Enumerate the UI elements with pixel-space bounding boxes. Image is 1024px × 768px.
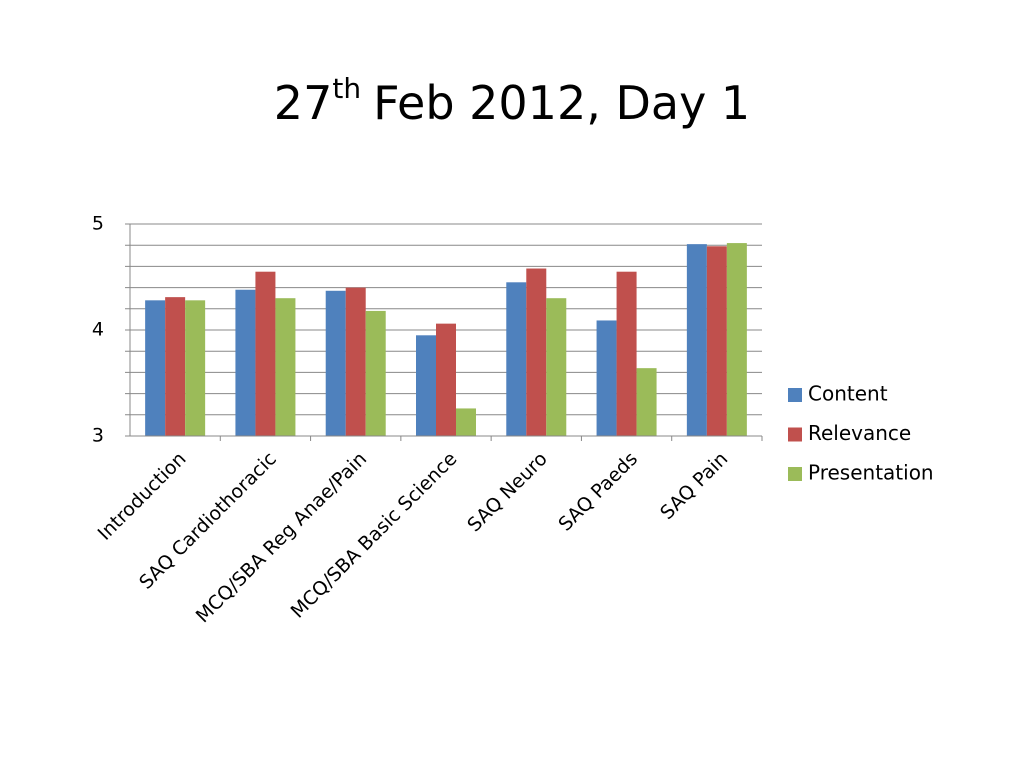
- bar: [235, 289, 256, 436]
- bar: [636, 368, 657, 436]
- bar: [365, 310, 386, 436]
- legend-label: Presentation: [808, 461, 934, 485]
- x-tick-label: Introduction: [94, 448, 191, 545]
- title-number: 27: [274, 76, 333, 130]
- bar: [706, 246, 727, 436]
- bar: [596, 320, 617, 436]
- y-tick-label: 5: [92, 213, 104, 235]
- x-tick-label: MCQ/SBA Reg Anae/Pain: [192, 448, 371, 627]
- bar: [165, 297, 186, 436]
- bar: [506, 282, 527, 436]
- x-tick-label: MCQ/SBA Basic Science: [287, 448, 462, 623]
- y-tick-label: 4: [92, 319, 104, 341]
- bar: [546, 298, 567, 436]
- bar: [526, 268, 547, 436]
- bar: [436, 323, 456, 436]
- chart-title: 27th Feb 2012, Day 1: [274, 72, 750, 130]
- legend-label: Content: [808, 382, 888, 406]
- bar: [345, 287, 366, 436]
- title-text: Feb 2012, Day 1: [373, 76, 750, 130]
- bar: [255, 271, 276, 436]
- legend-swatch: [788, 388, 802, 402]
- y-tick-label: 3: [92, 425, 104, 447]
- x-tick-label: SAQ Paeds: [554, 448, 642, 536]
- title-superscript: th: [332, 72, 361, 105]
- bar: [416, 335, 436, 436]
- legend-label: Relevance: [808, 421, 911, 445]
- bar: [686, 244, 707, 436]
- x-tick-label: SAQ Pain: [656, 448, 732, 524]
- bar: [185, 300, 206, 436]
- legend-swatch: [788, 467, 802, 481]
- bar: [726, 243, 747, 436]
- bar: [456, 408, 476, 436]
- bar: [325, 290, 346, 436]
- bar: [145, 300, 166, 436]
- bar: [275, 298, 296, 436]
- bar: [616, 271, 637, 436]
- legend-swatch: [788, 427, 802, 442]
- x-tick-label: SAQ Neuro: [463, 448, 551, 536]
